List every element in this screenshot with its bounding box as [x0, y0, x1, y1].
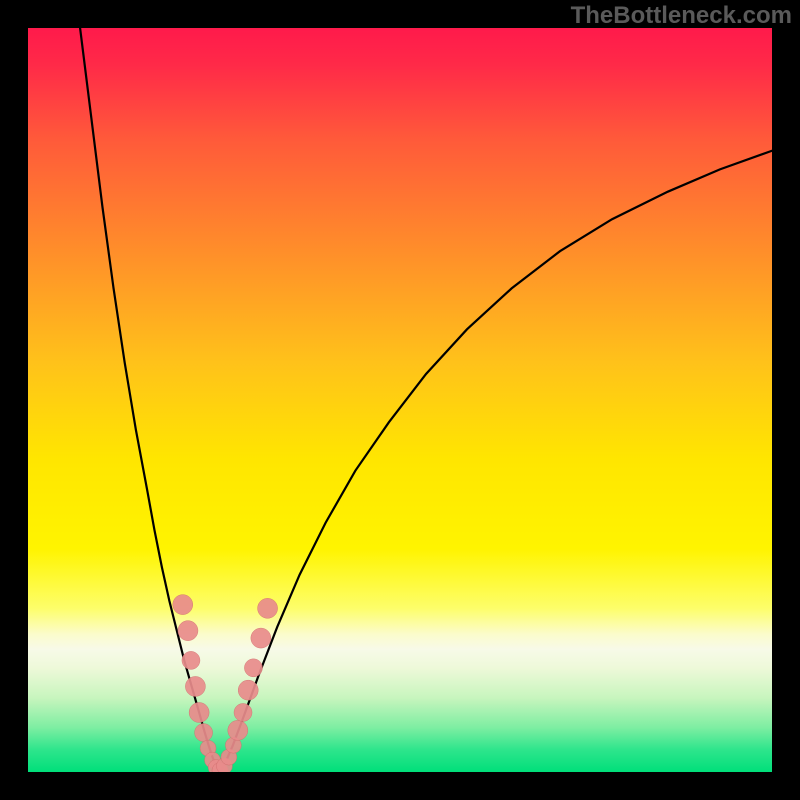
data-marker	[258, 598, 278, 618]
data-marker	[182, 651, 200, 669]
data-marker	[173, 595, 193, 615]
data-marker	[244, 659, 262, 677]
data-marker	[178, 621, 198, 641]
marker-group	[173, 595, 278, 772]
bottleneck-curve-right	[220, 151, 772, 772]
watermark-text: TheBottleneck.com	[571, 2, 792, 30]
chart-frame: TheBottleneck.com	[0, 0, 800, 800]
data-marker	[195, 724, 213, 742]
data-marker	[251, 628, 271, 648]
data-marker	[238, 680, 258, 700]
data-marker	[189, 702, 209, 722]
data-marker	[228, 720, 248, 740]
data-marker	[234, 703, 252, 721]
chart-overlay-svg	[28, 28, 772, 772]
data-marker	[185, 676, 205, 696]
plot-area	[28, 28, 772, 772]
